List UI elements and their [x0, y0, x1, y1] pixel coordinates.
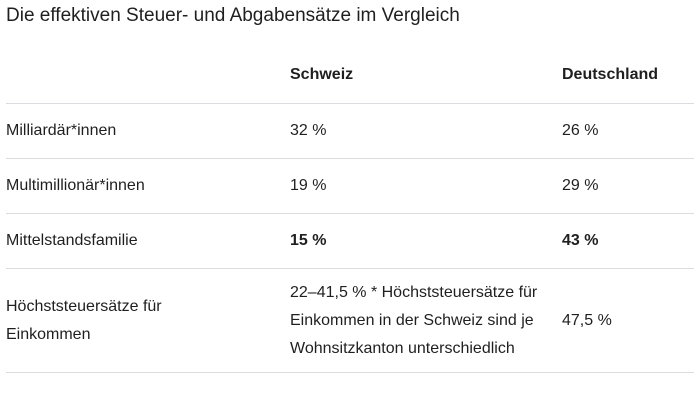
row-label: Mittelstandsfamilie [6, 232, 138, 249]
row-label: Höchststeuersätze für Einkommen [6, 297, 162, 343]
row-label: Multimillionär*innen [6, 177, 145, 194]
table-header-row: Schweiz Deutschland [6, 47, 694, 104]
schweiz-value: 15 % [290, 232, 327, 249]
header-deutschland: Deutschland [562, 66, 659, 83]
table-row: Milliardär*innen 32 % 26 % [6, 104, 694, 159]
comparison-table: Schweiz Deutschland Milliardär*innen 32 … [6, 47, 694, 373]
deutschland-value: 29 % [562, 177, 599, 194]
table-row: Mittelstandsfamilie 15 % 43 % [6, 214, 694, 269]
schweiz-value: 32 % [290, 122, 327, 139]
deutschland-value: 26 % [562, 122, 599, 139]
schweiz-value: 22–41,5 % * Höchststeuersätze für Einkom… [290, 283, 538, 357]
deutschland-value: 47,5 % [562, 311, 612, 329]
row-label: Milliardär*innen [6, 122, 117, 139]
deutschland-value: 43 % [562, 232, 599, 249]
header-schweiz: Schweiz [290, 66, 354, 83]
table-row: Multimillionär*innen 19 % 29 % [6, 159, 694, 214]
header-label-cell [6, 47, 286, 103]
table-row: Höchststeuersätze für Einkommen 22–41,5 … [6, 269, 694, 373]
schweiz-value: 19 % [290, 177, 327, 194]
page-title: Die effektiven Steuer- und Abgabensätze … [6, 5, 460, 26]
